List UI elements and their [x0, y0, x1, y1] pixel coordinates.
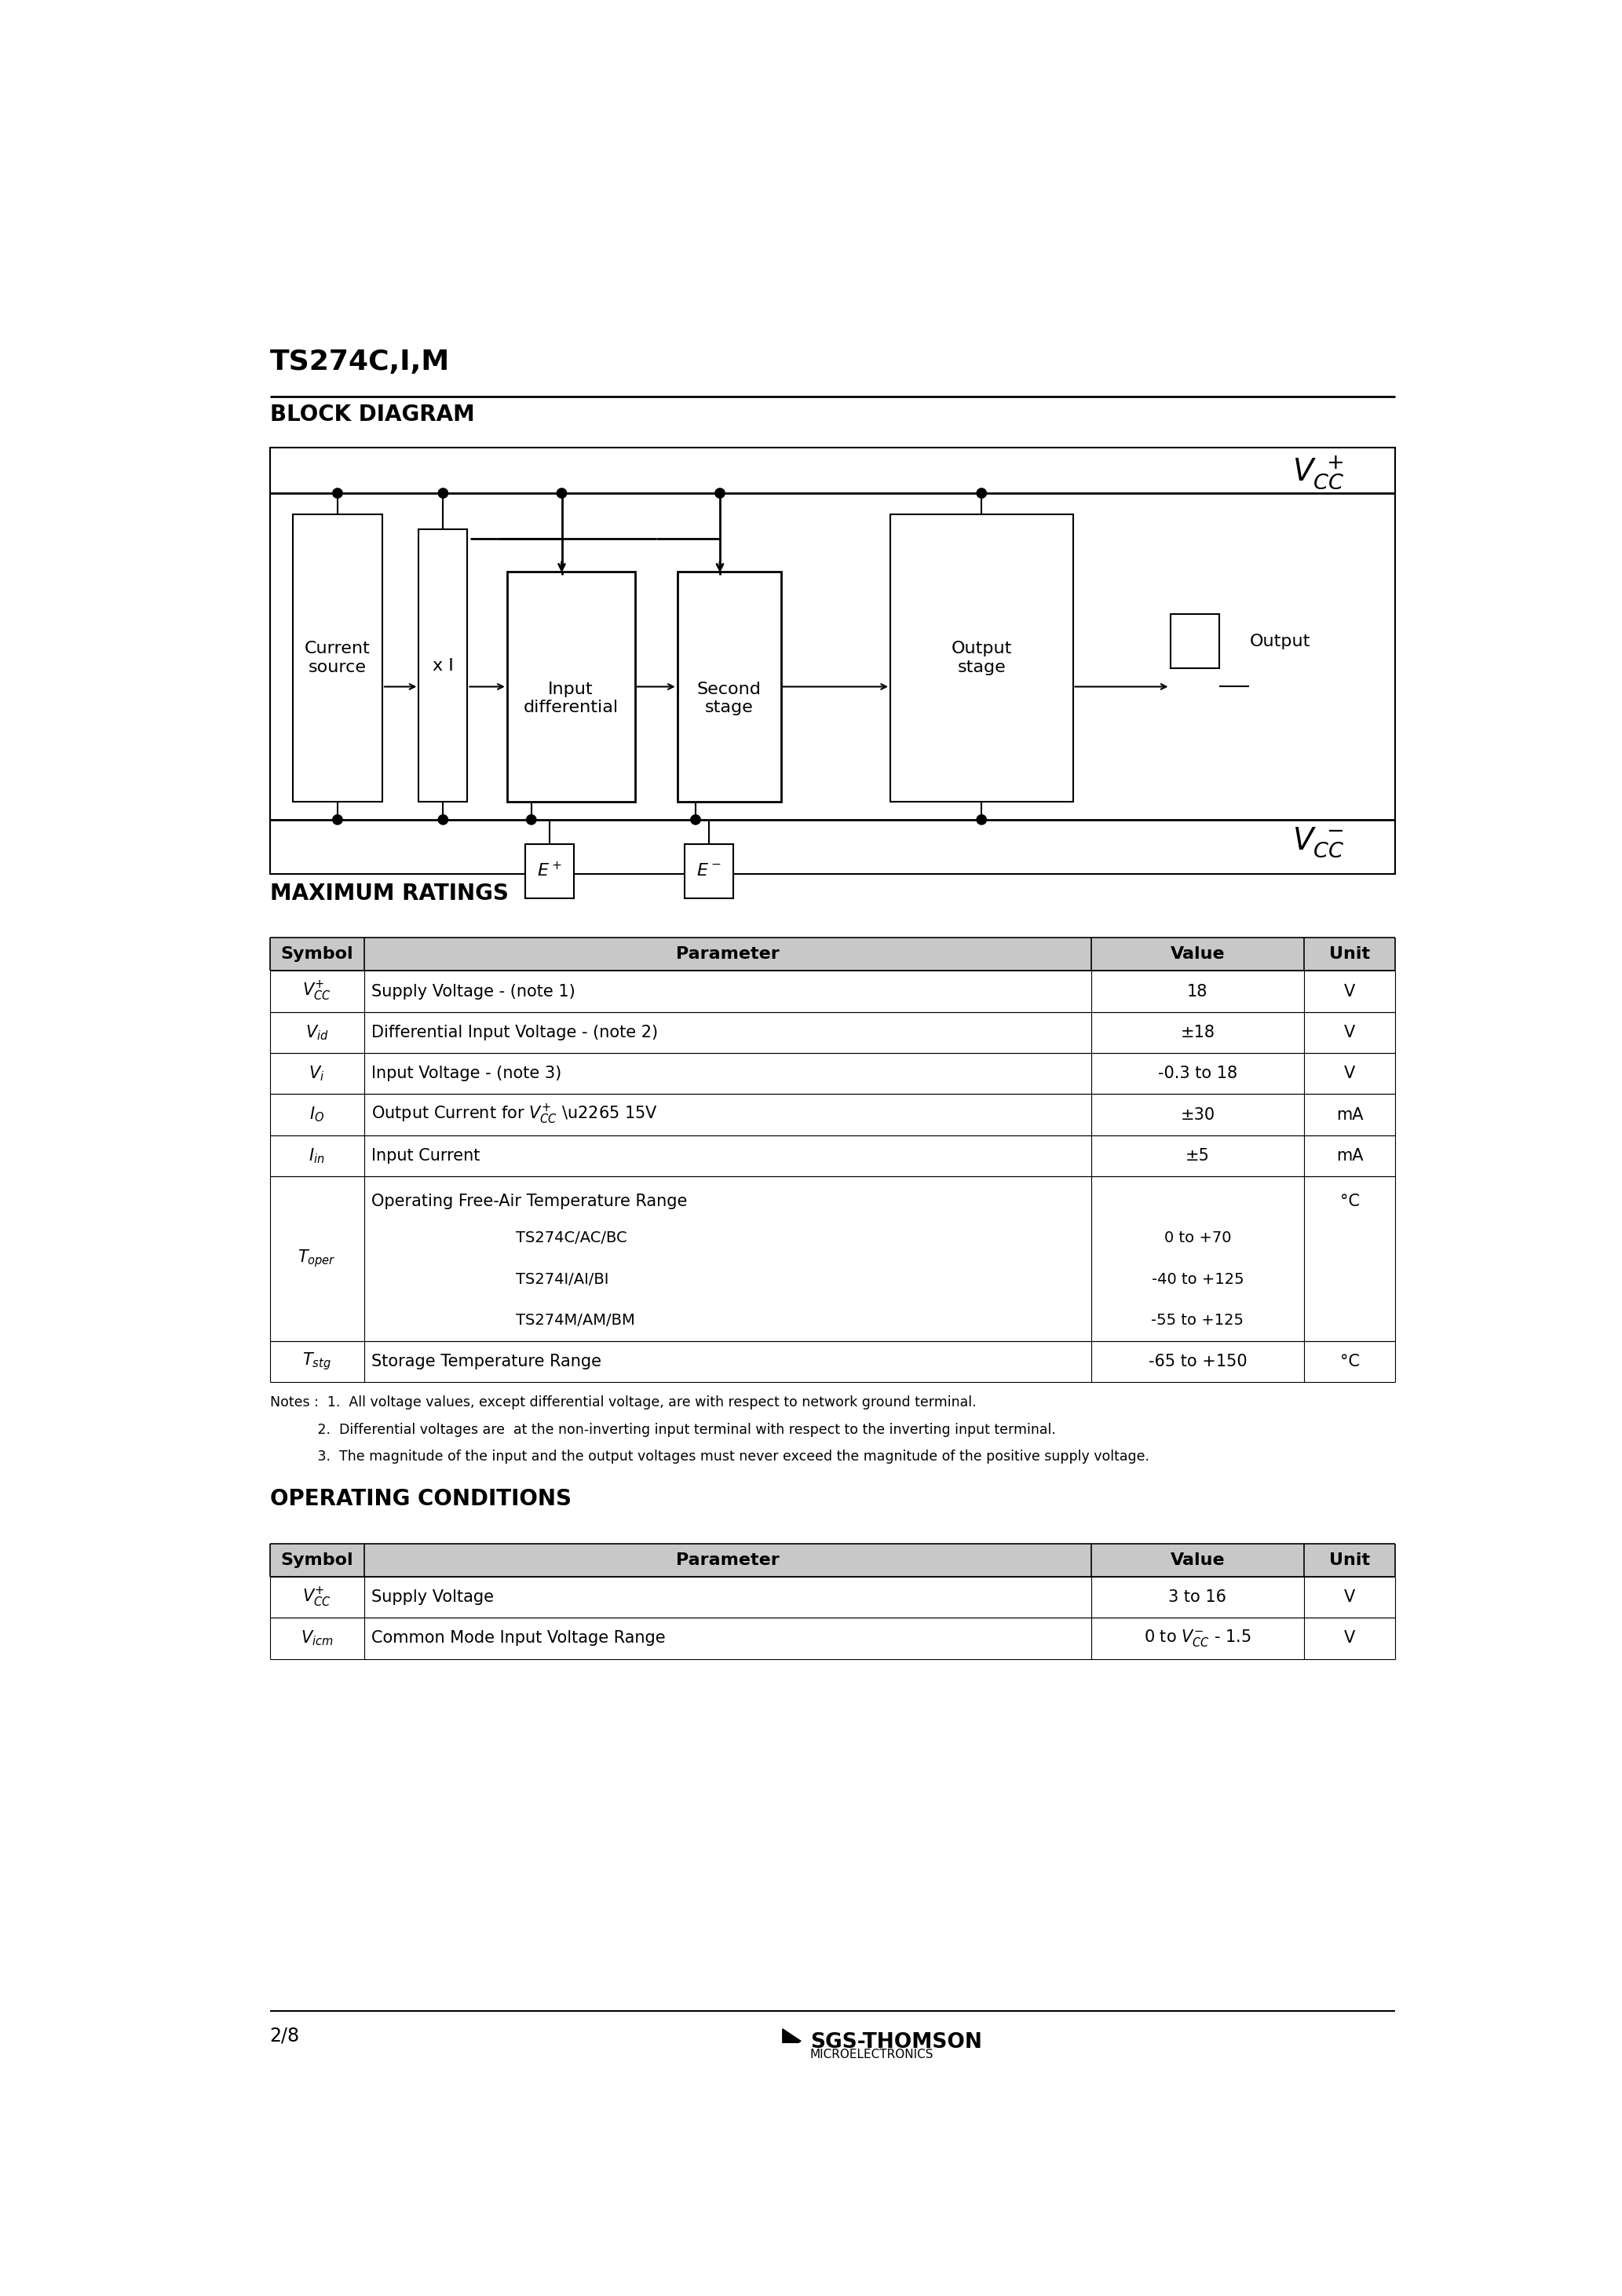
Text: TS274I/AI/BI: TS274I/AI/BI [516, 1272, 608, 1286]
Bar [269, 937, 1395, 971]
Text: 2/8: 2/8 [269, 2025, 300, 2046]
Text: Value: Value [1169, 946, 1225, 962]
Text: 2.  Differential voltages are  at the non-inverting input terminal with respect : 2. Differential voltages are at the non-… [269, 1424, 1056, 1437]
Text: -65 to +150: -65 to +150 [1148, 1355, 1247, 1368]
Text: Output Current for $V_{CC}^{+}$ \u2265 15V: Output Current for $V_{CC}^{+}$ \u2265 1… [371, 1104, 659, 1127]
Text: $T_{oper}$: $T_{oper}$ [298, 1249, 336, 1270]
Circle shape [976, 815, 986, 824]
Text: Operating Free-Air Temperature Range: Operating Free-Air Temperature Range [371, 1194, 688, 1210]
Text: MAXIMUM RATINGS: MAXIMUM RATINGS [269, 882, 508, 905]
Text: V: V [1345, 1630, 1356, 1646]
Text: ±5: ±5 [1186, 1148, 1210, 1164]
Text: Symbol: Symbol [281, 1552, 354, 1568]
Text: mA: mA [1337, 1107, 1362, 1123]
Text: MICROELECTRONICS: MICROELECTRONICS [809, 2048, 934, 2060]
Text: Input Current: Input Current [371, 1148, 480, 1164]
Bar [418, 530, 467, 801]
Text: TS274C,I,M: TS274C,I,M [269, 349, 449, 374]
Bar [508, 572, 634, 801]
Text: Unit: Unit [1328, 1552, 1371, 1568]
Text: -0.3 to 18: -0.3 to 18 [1158, 1065, 1238, 1081]
Text: $I_O$: $I_O$ [310, 1104, 324, 1125]
Text: $V_{CC}^{+}$: $V_{CC}^{+}$ [302, 980, 331, 1003]
Polygon shape [782, 2030, 801, 2053]
Circle shape [333, 815, 342, 824]
Circle shape [556, 489, 566, 498]
Bar [526, 845, 574, 898]
Circle shape [333, 489, 342, 498]
Text: V: V [1345, 983, 1356, 999]
Bar [890, 514, 1072, 801]
Text: Input
differential: Input differential [524, 682, 618, 716]
Text: Output
stage: Output stage [950, 641, 1012, 675]
Text: Storage Temperature Range: Storage Temperature Range [371, 1355, 602, 1368]
Text: 0 to $V_{CC}^{-}$ - 1.5: 0 to $V_{CC}^{-}$ - 1.5 [1144, 1628, 1251, 1649]
Text: Second
stage: Second stage [697, 682, 761, 716]
Text: Differential Input Voltage - (note 2): Differential Input Voltage - (note 2) [371, 1024, 659, 1040]
Text: Current
source: Current source [305, 641, 370, 675]
Text: Supply Voltage: Supply Voltage [371, 1589, 493, 1605]
Text: $V_{CC}^{\ -}$: $V_{CC}^{\ -}$ [1291, 827, 1345, 859]
Text: $V_{id}$: $V_{id}$ [305, 1024, 329, 1042]
Text: OPERATING CONDITIONS: OPERATING CONDITIONS [269, 1488, 571, 1511]
Text: 0 to +70: 0 to +70 [1165, 1231, 1231, 1244]
Circle shape [976, 489, 986, 498]
Circle shape [691, 815, 701, 824]
Text: ±18: ±18 [1181, 1024, 1215, 1040]
Text: Notes :  1.  All voltage values, except differential voltage, are with respect t: Notes : 1. All voltage values, except di… [269, 1396, 976, 1410]
Text: Symbol: Symbol [281, 946, 354, 962]
Text: $V_{icm}$: $V_{icm}$ [300, 1630, 333, 1649]
Text: Parameter: Parameter [676, 1552, 779, 1568]
Bar [1169, 613, 1218, 668]
Text: x I: x I [433, 657, 454, 673]
Bar [269, 448, 1395, 875]
Text: TS274C/AC/BC: TS274C/AC/BC [516, 1231, 628, 1244]
Bar [269, 1543, 1395, 1577]
Text: TS274M/AM/BM: TS274M/AM/BM [516, 1313, 636, 1327]
Text: $V_i$: $V_i$ [308, 1065, 324, 1084]
Text: -40 to +125: -40 to +125 [1152, 1272, 1244, 1286]
Text: Supply Voltage - (note 1): Supply Voltage - (note 1) [371, 983, 576, 999]
Text: °C: °C [1340, 1355, 1359, 1368]
Bar [294, 514, 383, 801]
Circle shape [527, 815, 537, 824]
Text: mA: mA [1337, 1148, 1362, 1164]
Text: 18: 18 [1187, 983, 1208, 999]
Text: V: V [1345, 1589, 1356, 1605]
Text: $V_{CC}^{\ +}$: $V_{CC}^{\ +}$ [1291, 455, 1345, 491]
Text: SGS-THOMSON: SGS-THOMSON [809, 2032, 981, 2053]
Text: V: V [1345, 1024, 1356, 1040]
Text: 3 to 16: 3 to 16 [1168, 1589, 1226, 1605]
Text: Output: Output [1249, 634, 1311, 650]
Text: $V_{CC}^{+}$: $V_{CC}^{+}$ [302, 1587, 331, 1609]
Text: $T_{stg}$: $T_{stg}$ [302, 1350, 331, 1373]
Text: Parameter: Parameter [676, 946, 779, 962]
Text: -55 to +125: -55 to +125 [1152, 1313, 1244, 1327]
Text: $E^-$: $E^-$ [696, 863, 722, 879]
Text: Value: Value [1169, 1552, 1225, 1568]
Circle shape [438, 489, 448, 498]
Text: $E^+$: $E^+$ [537, 861, 563, 879]
Text: Common Mode Input Voltage Range: Common Mode Input Voltage Range [371, 1630, 665, 1646]
Bar [684, 845, 733, 898]
Text: °C: °C [1340, 1194, 1359, 1210]
Text: Input Voltage - (note 3): Input Voltage - (note 3) [371, 1065, 561, 1081]
Bar [678, 572, 780, 801]
Text: ±30: ±30 [1181, 1107, 1215, 1123]
Text: BLOCK DIAGRAM: BLOCK DIAGRAM [269, 404, 474, 425]
Text: Unit: Unit [1328, 946, 1371, 962]
Text: V: V [1345, 1065, 1356, 1081]
Text: 3.  The magnitude of the input and the output voltages must never exceed the mag: 3. The magnitude of the input and the ou… [269, 1449, 1148, 1465]
Circle shape [438, 815, 448, 824]
Circle shape [715, 489, 725, 498]
Text: $I_{in}$: $I_{in}$ [308, 1146, 324, 1164]
